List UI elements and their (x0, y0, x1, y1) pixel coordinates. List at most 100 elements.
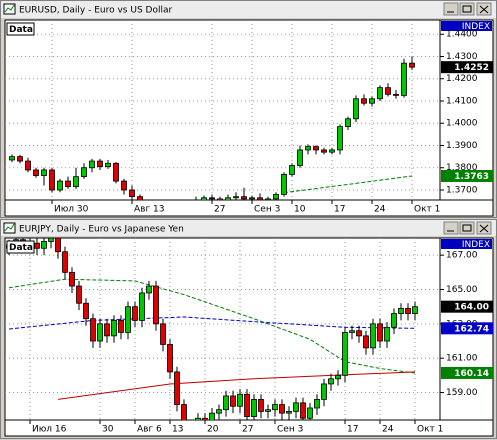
title-bar[interactable] (1, 1, 496, 18)
candle-body (305, 146, 311, 151)
candle-body (201, 197, 207, 200)
y-tick-label: 159.00 (446, 388, 478, 398)
price-marker-label: 160.14 (454, 369, 489, 379)
time-axis (4, 199, 494, 217)
x-tick-label: Авг 6 (137, 425, 162, 435)
window-buttons[interactable] (443, 2, 492, 16)
x-tick-label: 17 (334, 205, 345, 215)
candle-body (153, 285, 159, 325)
candle-body (195, 417, 201, 420)
candle-body (146, 285, 152, 294)
plot-area (4, 237, 441, 421)
candle-body (241, 196, 247, 200)
candle-body (83, 302, 89, 320)
x-tick-label: Июл 16 (32, 425, 67, 435)
candle-body (314, 398, 320, 409)
candle-body (337, 126, 343, 151)
candle-body (89, 160, 95, 169)
candle-body (137, 196, 143, 200)
candle-body (49, 169, 55, 191)
candle-body (48, 238, 54, 242)
y-tick-label: 1.4200 (446, 74, 478, 84)
data-label: Data (9, 25, 33, 35)
candle-body (289, 165, 295, 175)
y-tick-label: 1.3900 (446, 141, 478, 151)
x-tick-label: 20 (207, 425, 219, 435)
candle-body (279, 404, 285, 414)
candle-body (118, 320, 124, 333)
candle-body (139, 292, 145, 321)
candle-body (90, 318, 96, 342)
price-marker-label: 162.74 (454, 324, 489, 334)
price-marker (441, 322, 493, 335)
candle-body (356, 330, 362, 337)
candle-body (328, 378, 334, 385)
candle-body (335, 374, 341, 380)
title-bar[interactable] (1, 220, 496, 236)
data-label: Data (9, 243, 33, 253)
candle-body (81, 167, 87, 178)
candle-body (401, 62, 407, 96)
candle-body (273, 194, 279, 200)
index-label: INDEX (462, 22, 490, 32)
x-tick-label: Июл 30 (54, 205, 89, 215)
candle-body (297, 149, 303, 166)
time-axis (4, 419, 494, 437)
window-title: EURJPY, Daily - Euro vs Japanese Yen (19, 225, 184, 235)
moving-average (283, 175, 413, 194)
candle-body (104, 323, 110, 337)
window-icon (3, 3, 16, 15)
x-tick-label: 17 (347, 425, 358, 435)
candle-body (321, 383, 327, 400)
candle-body (216, 409, 222, 414)
moving-average (8, 278, 416, 374)
x-tick-label: 24 (382, 425, 394, 435)
price-marker-label: 1.3763 (454, 172, 489, 182)
candle-body (244, 393, 250, 417)
candle-body (217, 198, 223, 200)
y-tick-label: 167.00 (446, 251, 478, 261)
candle-body (370, 323, 376, 349)
candle-body (249, 197, 255, 200)
candle-body (393, 93, 399, 96)
candle-body (97, 160, 103, 168)
candle-body (167, 344, 173, 373)
candle-body (69, 271, 75, 287)
candle-body (174, 371, 180, 405)
candle-body (345, 118, 351, 127)
price-marker (441, 366, 493, 379)
candle-body (286, 411, 292, 414)
candle-body (57, 180, 63, 191)
candle-body (202, 417, 208, 420)
candle-body (251, 398, 257, 417)
candle-body (265, 198, 271, 200)
candle-body (65, 180, 71, 188)
candle-body (405, 307, 411, 314)
candle-body (369, 98, 375, 104)
candle-body (34, 242, 40, 249)
x-tick-label: 30 (102, 425, 114, 435)
candle-body (9, 156, 15, 161)
y-tick-label: 161.00 (446, 354, 478, 364)
candle-body (361, 98, 367, 104)
window-buttons[interactable] (443, 221, 492, 235)
plot-layer (5, 20, 440, 200)
x-tick-label: Сен 3 (277, 425, 303, 435)
candle-body (321, 149, 327, 153)
candle-body (313, 146, 319, 151)
y-tick-label: 1.4100 (446, 96, 478, 106)
x-tick-label: 27 (214, 205, 225, 215)
price-marker-label: 1.4252 (454, 63, 489, 73)
candle-body (209, 412, 215, 420)
x-tick-label: Окт 1 (417, 425, 443, 435)
candle-body (55, 238, 61, 253)
index-label: INDEX (462, 240, 490, 250)
overlay: Data INDEX Data INDEX 1.4400 1.4300 1.4200… (6, 21, 493, 435)
data-box (6, 22, 35, 36)
candle-body (307, 407, 313, 419)
candle-body (41, 241, 47, 249)
moving-average (8, 316, 416, 330)
candle-body (25, 160, 31, 171)
candle-body (412, 306, 418, 314)
